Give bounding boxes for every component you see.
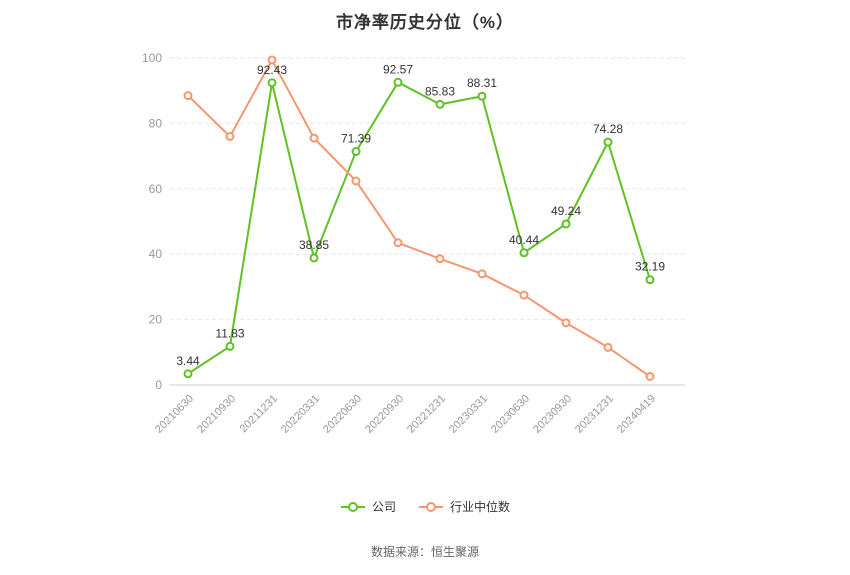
svg-text:85.83: 85.83: [425, 84, 455, 98]
chart-title: 市净率历史分位（%）: [335, 13, 515, 32]
svg-text:32.19: 32.19: [635, 260, 665, 274]
svg-text:20210630: 20210630: [153, 393, 196, 436]
svg-text:20240419: 20240419: [615, 393, 658, 436]
svg-text:20220331: 20220331: [279, 393, 322, 436]
legend-item-industry-median[interactable]: 行业中位数: [418, 498, 510, 515]
svg-text:60: 60: [149, 182, 163, 196]
legend-label-industry-median: 行业中位数: [450, 500, 511, 514]
company-line-marker-icon: [340, 501, 365, 512]
svg-text:100: 100: [142, 51, 162, 65]
svg-text:3.44: 3.44: [176, 354, 200, 368]
svg-text:20: 20: [149, 313, 163, 327]
svg-text:20230630: 20230630: [489, 393, 532, 436]
svg-text:71.39: 71.39: [341, 132, 371, 146]
svg-text:20230331: 20230331: [447, 393, 490, 436]
svg-text:11.83: 11.83: [215, 326, 244, 340]
svg-text:40: 40: [149, 247, 163, 261]
svg-text:20230930: 20230930: [531, 393, 574, 436]
legend-item-company[interactable]: 公司: [340, 498, 396, 515]
svg-text:20211231: 20211231: [238, 393, 281, 436]
industry-median-line-marker-icon: [419, 501, 443, 512]
svg-text:92.43: 92.43: [257, 63, 287, 77]
svg-text:20210930: 20210930: [195, 393, 238, 436]
svg-text:20221231: 20221231: [405, 393, 448, 436]
svg-text:38.85: 38.85: [299, 238, 329, 252]
svg-text:92.57: 92.57: [383, 62, 413, 76]
svg-text:74.28: 74.28: [593, 122, 623, 136]
svg-text:20220630: 20220630: [321, 393, 364, 436]
svg-text:20220930: 20220930: [363, 393, 406, 436]
legend: 公司 行业中位数: [0, 498, 850, 515]
svg-text:0: 0: [155, 378, 162, 392]
svg-text:80: 80: [149, 116, 163, 130]
svg-text:40.44: 40.44: [509, 233, 539, 247]
legend-label-company: 公司: [371, 500, 396, 514]
svg-text:49.24: 49.24: [551, 204, 581, 218]
svg-text:88.31: 88.31: [467, 76, 497, 90]
data-source: 数据来源：恒生聚源: [370, 545, 479, 559]
svg-text:20231231: 20231231: [573, 393, 616, 436]
